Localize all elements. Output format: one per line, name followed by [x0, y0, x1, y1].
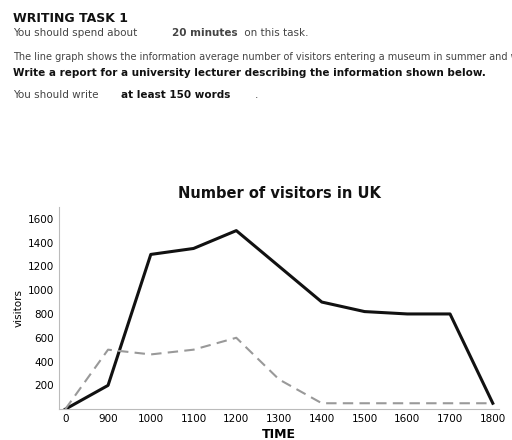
Text: WRITING TASK 1: WRITING TASK 1 [13, 12, 128, 25]
Text: 20 minutes: 20 minutes [172, 28, 237, 38]
X-axis label: TIME: TIME [262, 428, 296, 440]
Legend: Summer, Winter: Summer, Winter [191, 437, 367, 440]
Text: Write a report for a university lecturer describing the information shown below.: Write a report for a university lecturer… [13, 68, 486, 78]
Text: .: . [254, 90, 258, 100]
Text: The line graph shows the information average number of visitors entering a museu: The line graph shows the information ave… [13, 52, 512, 62]
Text: You should write: You should write [13, 90, 101, 100]
Title: Number of visitors in UK: Number of visitors in UK [178, 187, 380, 202]
Text: on this task.: on this task. [241, 28, 308, 38]
Y-axis label: visitors: visitors [14, 289, 24, 327]
Text: at least 150 words: at least 150 words [121, 90, 231, 100]
Text: You should spend about: You should spend about [13, 28, 140, 38]
